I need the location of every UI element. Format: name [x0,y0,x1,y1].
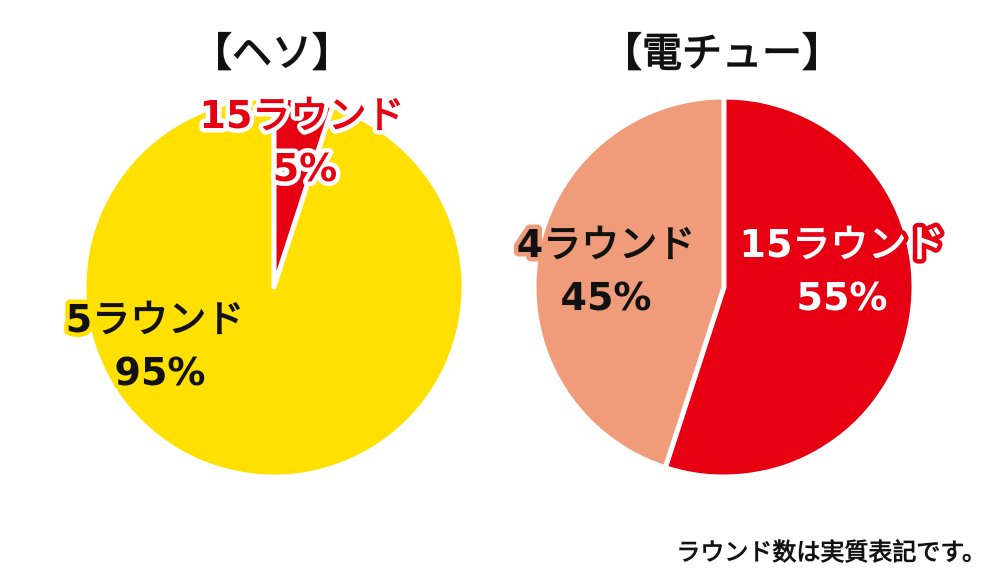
heso-slice-label-15r: 15ラウンド [200,93,405,137]
footnote-text: ラウンド数は実質表記です。 [676,538,986,566]
heso-chart-title: 【ヘソ】 [192,30,352,76]
heso-slice-value-15r: 5% [273,146,338,190]
heso-slice-label-5r: 5ラウンド [66,297,244,341]
denchu-slice-label-4r: 4ラウンド [517,222,695,266]
heso-slice-value-5r: 95% [115,350,206,394]
denchu-slice-label-15r: 15ラウンド [740,222,945,266]
denchu-slice-0 [662,94,917,480]
heso-chart: 【ヘソ】 15ラウンド 5% 5ラウンド 95% [61,30,467,480]
denchu-slice-value-15r: 55% [797,275,888,319]
denchu-chart: 【電チュー】 15ラウンド 55% 4ラウンド 45% [512,30,949,480]
heso-slice-0 [81,94,467,480]
denchu-slice-1 [531,94,727,471]
denchu-slices [531,94,917,480]
heso-slices [81,94,467,480]
denchu-chart-title: 【電チュー】 [602,30,842,76]
denchu-slice-value-4r: 45% [561,275,652,319]
